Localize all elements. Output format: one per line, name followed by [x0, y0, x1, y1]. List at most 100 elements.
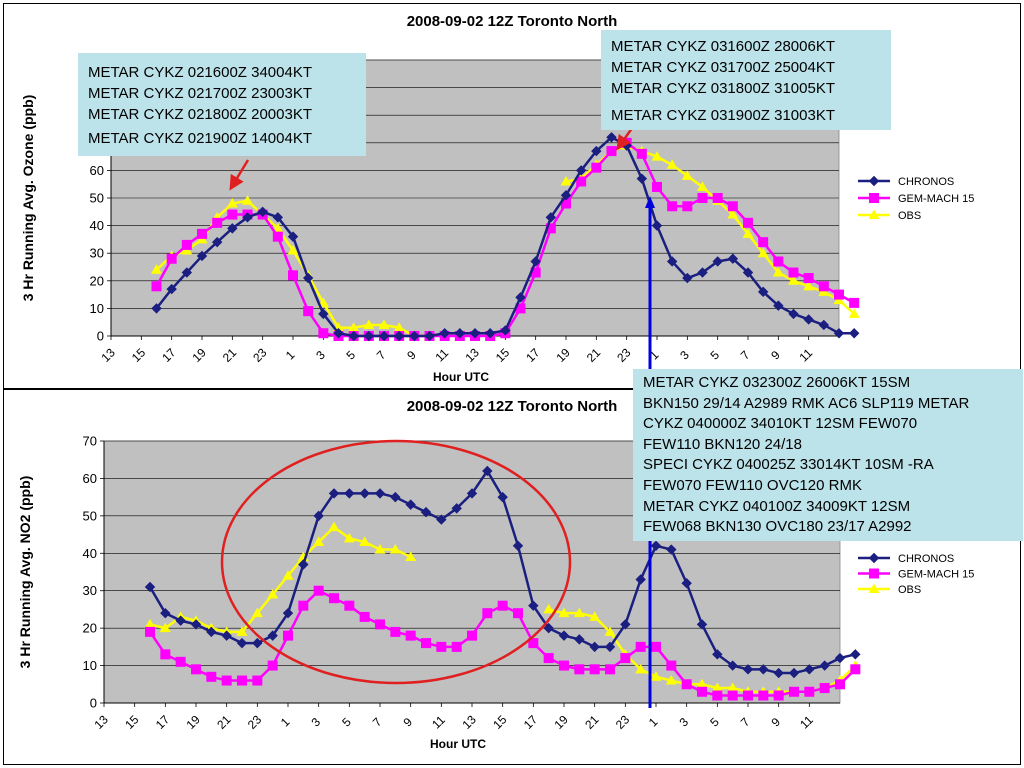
data-point	[405, 499, 416, 510]
y-tick-label: 40	[83, 546, 97, 561]
x-tick-label: 17	[159, 345, 179, 365]
data-point	[651, 151, 663, 161]
data-point	[166, 253, 177, 264]
data-point	[421, 638, 431, 649]
data-point	[666, 256, 678, 267]
data-point	[636, 173, 648, 184]
legend-label: GEM-MACH 15	[898, 569, 974, 581]
data-point	[620, 653, 631, 664]
data-point	[211, 236, 223, 248]
data-point	[528, 600, 539, 611]
data-point	[500, 325, 511, 336]
y-tick-label: 30	[83, 583, 97, 598]
annotations	[220, 113, 655, 708]
data-point	[543, 653, 554, 664]
data-point	[742, 267, 754, 278]
data-point	[359, 536, 371, 547]
data-point	[145, 626, 155, 637]
x-tick-label: 23	[250, 345, 270, 365]
data-point	[650, 671, 662, 681]
data-point	[226, 198, 238, 208]
data-point	[834, 289, 844, 300]
data-point	[328, 488, 340, 499]
data-point	[287, 244, 299, 255]
x-tick-label: 19	[553, 345, 573, 365]
data-point	[466, 488, 478, 499]
data-point	[743, 217, 753, 228]
data-point	[789, 686, 799, 697]
x-tick-label: 5	[344, 348, 359, 363]
data-point	[282, 570, 294, 580]
data-point	[221, 675, 232, 686]
x-tick-label: 7	[370, 715, 385, 730]
x-tick-label: 17	[153, 712, 173, 732]
no2-panel	[3, 389, 1021, 765]
x-tick-label: 13	[462, 345, 482, 365]
x-tick-label: 9	[769, 715, 784, 730]
legend-marker	[869, 193, 879, 203]
data-point	[175, 615, 186, 626]
data-point	[835, 679, 845, 690]
data-point	[712, 690, 723, 701]
data-point	[530, 256, 541, 267]
data-point	[681, 679, 692, 690]
note-line: METAR CYKZ 031900Z 31003KT	[611, 107, 835, 124]
data-point	[375, 619, 385, 630]
data-point	[545, 212, 557, 223]
data-point	[558, 607, 570, 618]
data-point	[303, 306, 314, 317]
series-chronos	[144, 465, 861, 679]
data-point	[696, 678, 708, 689]
data-point	[574, 664, 585, 675]
data-point	[389, 544, 401, 554]
x-tick-label: 11	[796, 346, 815, 365]
data-point	[160, 649, 171, 660]
data-point	[344, 600, 355, 611]
data-point	[190, 619, 202, 630]
data-point	[804, 686, 815, 697]
data-point	[604, 641, 616, 653]
data-point	[666, 544, 677, 555]
data-point	[191, 664, 201, 675]
data-point	[159, 622, 171, 633]
note-line: METAR CYKZ 040100Z 34009KT 12SM	[643, 497, 911, 515]
note-line: METAR CYKZ 032300Z 26006KT 15SM	[643, 374, 911, 391]
data-point	[606, 132, 617, 143]
data-point	[251, 607, 263, 618]
data-point	[561, 198, 571, 209]
data-point	[727, 253, 739, 264]
data-point	[636, 148, 647, 159]
data-point	[573, 607, 585, 618]
note-line: METAR CYKZ 031700Z 25004KT	[611, 59, 835, 76]
data-point	[439, 328, 450, 339]
data-point	[727, 690, 738, 701]
data-point	[697, 181, 708, 191]
data-point	[727, 209, 739, 219]
red-ellipse	[220, 439, 572, 685]
data-point	[773, 690, 784, 701]
x-tick-label: 9	[401, 715, 416, 730]
data-point	[682, 272, 693, 284]
data-point	[242, 212, 253, 223]
data-point	[227, 223, 238, 234]
y-tick-label: 60	[90, 163, 104, 178]
data-point	[635, 641, 646, 652]
data-point	[620, 619, 631, 630]
data-point	[513, 608, 523, 619]
note-line: METAR CYKZ 021700Z 23003KT	[88, 85, 312, 102]
data-point	[257, 206, 268, 218]
data-point	[803, 280, 815, 291]
data-point	[788, 308, 799, 320]
y-tick-label: 10	[83, 658, 97, 673]
x-tick-label: 19	[551, 712, 571, 732]
data-point	[804, 664, 815, 675]
data-point	[727, 660, 738, 671]
data-point	[605, 664, 615, 675]
data-point	[378, 319, 390, 329]
data-point	[773, 300, 784, 311]
data-point	[272, 212, 284, 223]
data-point	[681, 170, 693, 180]
note-line: METAR CYKZ 031600Z 28006KT	[611, 38, 835, 55]
data-point	[272, 231, 283, 242]
data-point	[221, 630, 232, 641]
